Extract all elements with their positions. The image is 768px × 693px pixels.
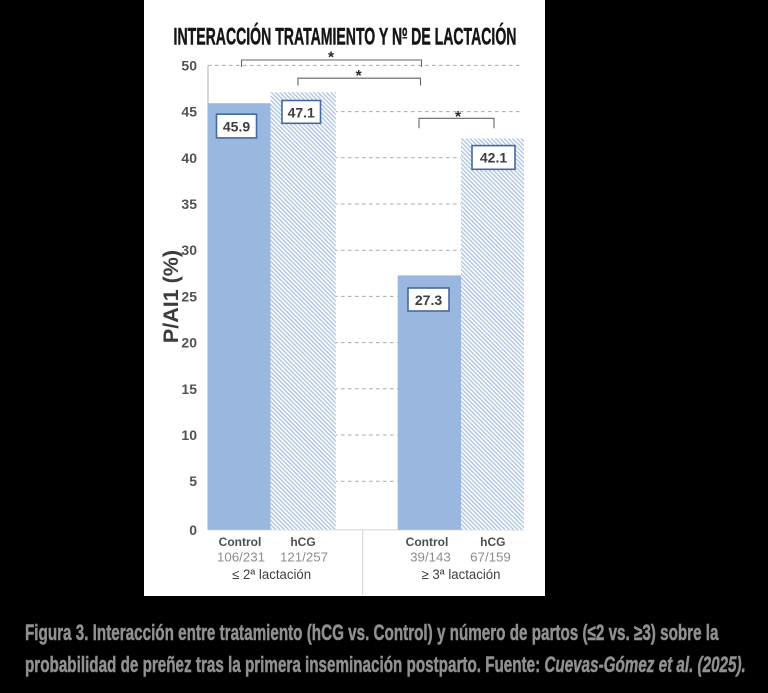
svg-text:25: 25 bbox=[181, 288, 197, 304]
svg-text:15: 15 bbox=[181, 381, 197, 397]
svg-text:10: 10 bbox=[181, 427, 197, 443]
svg-text:35: 35 bbox=[181, 196, 197, 212]
svg-text:40: 40 bbox=[181, 150, 197, 166]
svg-text:hCG: hCG bbox=[480, 535, 505, 549]
svg-text:27.3: 27.3 bbox=[415, 292, 442, 308]
svg-text:Control: Control bbox=[406, 535, 449, 549]
svg-text:67/159: 67/159 bbox=[470, 549, 511, 564]
svg-text:39/143: 39/143 bbox=[410, 549, 451, 564]
svg-text:*: * bbox=[328, 49, 335, 66]
svg-text:hCG: hCG bbox=[290, 535, 315, 549]
svg-text:42.1: 42.1 bbox=[480, 150, 507, 166]
svg-text:*: * bbox=[455, 109, 462, 126]
svg-text:P/AI1 (%): P/AI1 (%) bbox=[159, 250, 183, 343]
svg-text:106/231: 106/231 bbox=[217, 549, 265, 564]
svg-text:47.1: 47.1 bbox=[288, 104, 315, 120]
svg-text:50: 50 bbox=[181, 57, 197, 73]
svg-text:121/257: 121/257 bbox=[280, 549, 328, 564]
svg-text:*: * bbox=[356, 68, 363, 85]
svg-text:0: 0 bbox=[189, 522, 197, 538]
svg-text:≤ 2ª lactación: ≤ 2ª lactación bbox=[232, 567, 311, 582]
svg-text:≥ 3ª lactación: ≥ 3ª lactación bbox=[422, 567, 501, 582]
svg-text:Control: Control bbox=[219, 535, 262, 549]
svg-text:30: 30 bbox=[181, 242, 197, 258]
svg-text:45: 45 bbox=[181, 104, 197, 120]
svg-text:INTERACCIÓN TRATAMIENTO Y Nº D: INTERACCIÓN TRATAMIENTO Y Nº DE LACTACIÓ… bbox=[174, 21, 517, 50]
svg-text:5: 5 bbox=[189, 473, 197, 489]
svg-text:20: 20 bbox=[181, 335, 197, 351]
svg-text:45.9: 45.9 bbox=[223, 119, 250, 135]
